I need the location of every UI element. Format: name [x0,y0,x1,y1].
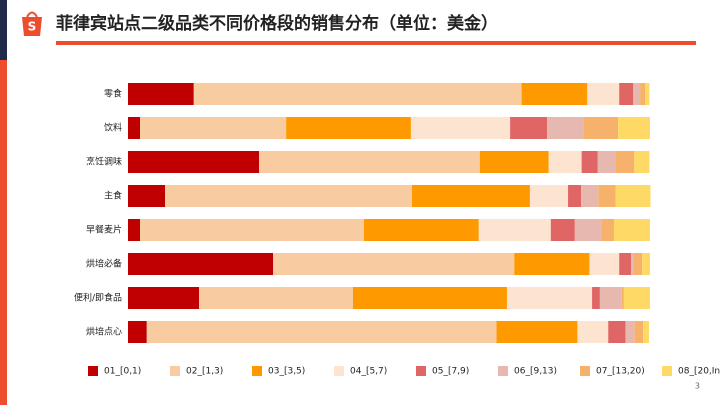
bar-segment [621,287,624,309]
bar-segment [568,185,582,207]
bar-segment [529,185,569,207]
bar-segment [599,287,622,309]
bar-segment [259,151,480,173]
shopee-logo: S [22,11,42,36]
logo-bag [22,17,42,36]
y-tick-label: 烘培点心 [86,326,122,338]
bar-segment [193,83,522,105]
bar-segment [165,185,412,207]
bar-segment [598,185,616,207]
bar-segment [601,219,614,241]
bar-segment [643,321,649,343]
title-underline [56,41,696,45]
bar-segment [633,83,641,105]
bar-segment [625,321,635,343]
bar-segment [198,287,353,309]
bar-segment [128,219,141,241]
legend-swatch [334,366,344,376]
bar-segment [581,151,598,173]
bar-segment [608,321,626,343]
bar-segment [631,253,634,275]
legend-label: 07_[13,20) [596,367,645,377]
legend-swatch [170,366,180,376]
bar-segment [634,151,650,173]
bar-segment [410,117,511,139]
bar-segment [496,321,578,343]
left-strip-navy [0,0,7,60]
legend-label: 02_[1,3) [186,367,223,377]
y-tick-label: 烘培必备 [86,258,122,270]
legend-swatch [88,366,98,376]
bar-segment [478,219,551,241]
bar-segment [128,117,141,139]
bar-segment [128,321,147,343]
bar-segment [128,253,274,275]
bar-segment [583,117,619,139]
bar-segment [618,117,650,139]
bar-segment [577,321,609,343]
y-tick-label: 早餐麦片 [86,224,122,236]
legend-label: 06_[9,13) [514,367,557,377]
bar-segment [619,253,632,275]
bar-segment [128,151,260,173]
logo-handle [26,11,38,18]
legend-label: 04_[5,7) [350,367,387,377]
bar-segment [286,117,411,139]
bar-segment [640,83,646,105]
bar-segment [548,151,582,173]
slide-title: 菲律宾站点二级品类不同价格段的销售分布（单位：美金） [56,13,498,34]
left-strip-orange [0,60,7,405]
legend-swatch [498,366,508,376]
bar-segment [128,185,166,207]
bar-segment [613,219,650,241]
legend-swatch [252,366,262,376]
logo-letter: S [28,20,37,34]
page-number: 3 [695,382,700,391]
bar-segment [574,219,602,241]
bar-segment [619,83,634,105]
bar-segment [587,83,620,105]
bar-segment [352,287,507,309]
legend-label: 08_[20,Inf) [678,367,720,377]
y-tick-label: 零食 [104,88,122,100]
bar-segment [140,117,287,139]
bar-segment [479,151,549,173]
bar-segment [411,185,530,207]
legend-label: 01_[0,1) [104,367,141,377]
bar-segment [623,287,650,309]
y-tick-label: 烹饪调味 [86,156,122,168]
bar-segment [363,219,479,241]
bar-segment [589,253,620,275]
bar-segment [592,287,600,309]
bar-segment [550,219,575,241]
bar-segment [615,151,635,173]
bar-segment [597,151,616,173]
bar-segment [642,253,650,275]
bar-segment [273,253,515,275]
legend-swatch [416,366,426,376]
y-tick-label: 主食 [104,190,122,202]
y-tick-label: 饮料 [104,122,122,134]
bar-segment [581,185,599,207]
legend-label: 03_[3,5) [268,367,305,377]
bar-segment [547,117,584,139]
y-tick-label: 便利/即食品 [74,292,122,304]
legend-label: 05_[7,9) [432,367,469,377]
bar-segment [510,117,548,139]
bar-segment [128,83,194,105]
bar-segment [615,185,651,207]
legend-swatch [580,366,590,376]
bar-segment [514,253,590,275]
bar-segment [146,321,497,343]
bar-segment [128,287,199,309]
bar-segment [521,83,588,105]
legend-swatch [662,366,672,376]
bar-segment [645,83,650,105]
bar-segment [140,219,364,241]
bar-segment [506,287,593,309]
bar-segment [634,321,644,343]
bar-segment [633,253,643,275]
